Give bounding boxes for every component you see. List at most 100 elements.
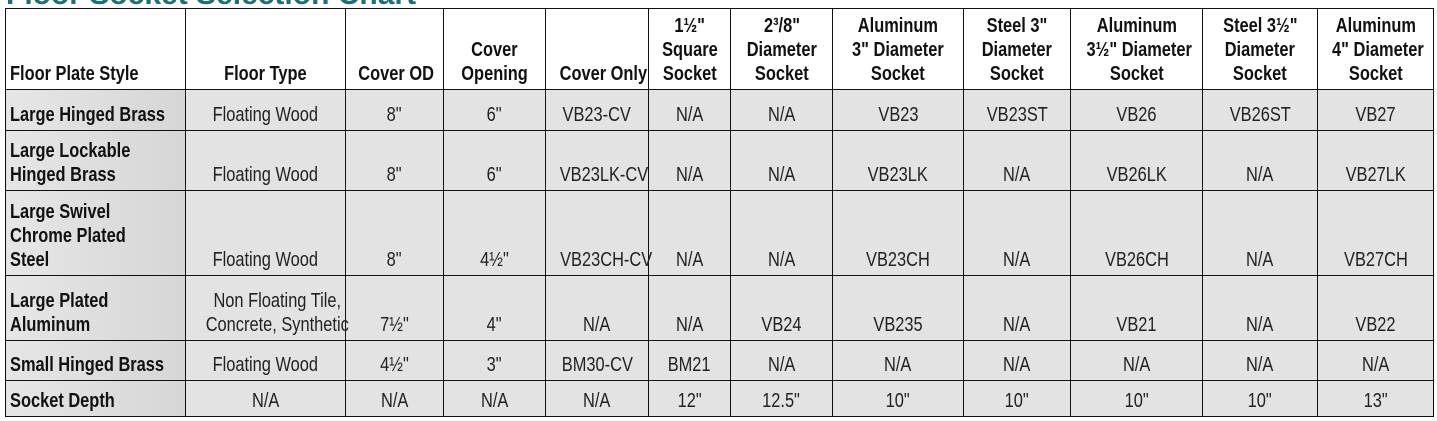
column-header: 2³/8" Diameter Socket xyxy=(730,8,833,90)
table-cell: N/A xyxy=(1202,340,1318,381)
table-cell: N/A xyxy=(963,130,1071,191)
cell-value: N/A xyxy=(1122,354,1151,376)
table-cell: Non Floating Tile, Concrete, Synthetic xyxy=(185,275,349,341)
table-cell: VB24 xyxy=(730,275,833,341)
table-row: Large Hinged Brass Floating Wood 8" 6" VB23-… xyxy=(5,89,1434,131)
cell-value: N/A xyxy=(1246,164,1274,186)
cell-value: Floating Wood xyxy=(212,354,319,376)
cell-value: VB23LK xyxy=(867,164,929,186)
cell-value: Floating Wood xyxy=(212,164,319,186)
cell-value: VB23CH xyxy=(866,249,930,271)
cell-value: N/A xyxy=(675,314,704,336)
row-label-line: Socket Depth xyxy=(10,390,115,412)
cell-value: VB27LK xyxy=(1345,164,1406,186)
column-header: Steel 3½" Diameter Socket xyxy=(1202,8,1318,90)
floor-plate-style-cell: Large Hinged Brass xyxy=(5,89,186,131)
floor-plate-style-cell: Large Plated Aluminum xyxy=(5,275,186,341)
table-cell: VB235 xyxy=(832,275,964,341)
column-header-line: 4" Diameter xyxy=(1332,39,1424,61)
column-header-line: Diameter xyxy=(746,39,817,61)
table-cell: BM30-CV xyxy=(545,340,649,381)
table-cell: 10" xyxy=(1202,380,1318,417)
column-header: 1½" Square Socket xyxy=(648,8,731,90)
column-header-line: Square xyxy=(661,39,718,61)
table-cell: N/A xyxy=(185,380,346,417)
cell-value: Floating Wood xyxy=(212,104,319,126)
column-header-line: Cover xyxy=(471,39,518,61)
cell-value: VB27CH xyxy=(1343,249,1408,271)
table-cell: 4" xyxy=(443,275,546,341)
column-header-line: Socket xyxy=(662,63,717,85)
table-cell: VB26CH xyxy=(1070,190,1203,276)
column-header-line: Aluminum xyxy=(857,15,939,37)
table-cell: BM21 xyxy=(648,340,731,381)
cell-value: N/A xyxy=(884,354,912,376)
table-cell: VB27CH xyxy=(1317,190,1434,276)
table-cell: VB26LK xyxy=(1070,130,1203,191)
cell-value: VB26CH xyxy=(1104,249,1169,271)
table-cell: VB26ST xyxy=(1202,89,1318,131)
cell-value: N/A xyxy=(1361,354,1390,376)
cell-value: 4½" xyxy=(480,249,509,271)
cell-value: VB26LK xyxy=(1106,164,1167,186)
table-cell: N/A xyxy=(648,89,731,131)
cell-value: N/A xyxy=(675,104,704,126)
table-cell: VB23ST xyxy=(963,89,1071,131)
table-row: Small Hinged Brass Floating Wood 4½" 3" BM30… xyxy=(5,340,1434,381)
floor-plate-style-cell: Small Hinged Brass xyxy=(5,340,186,381)
column-header-line: Opening xyxy=(461,63,528,85)
table-cell: Floating Wood xyxy=(185,89,346,131)
table-row: Large Plated Aluminum Non Floating Tile, C… xyxy=(5,275,1434,341)
cell-value: N/A xyxy=(251,390,280,412)
cell-value: 12.5" xyxy=(762,390,801,412)
column-header-line: Cover OD xyxy=(358,63,434,85)
row-label-line: Large Plated xyxy=(10,290,109,312)
table-cell: N/A xyxy=(545,275,649,341)
cell-value: N/A xyxy=(767,249,796,271)
table-cell: 12.5" xyxy=(730,380,833,417)
cell-value: N/A xyxy=(675,249,704,271)
column-header-line: Socket xyxy=(871,63,925,85)
table-cell: VB23LK-CV xyxy=(545,130,649,191)
floor-plate-style-cell: Large Lockable Hinged Brass xyxy=(5,130,186,191)
table-row: Large Lockable Hinged Brass Floating Wood 8… xyxy=(5,130,1434,191)
cell-value: N/A xyxy=(380,390,409,412)
cell-value: 3" xyxy=(487,354,502,376)
row-label-line: Steel xyxy=(10,249,50,271)
column-header: Cover OD xyxy=(345,8,444,90)
column-header-line: Diameter xyxy=(981,39,1053,61)
row-label-line: Hinged Brass xyxy=(10,164,116,186)
table-cell: 12" xyxy=(648,380,731,417)
table-cell: N/A xyxy=(730,340,833,381)
table-cell: VB21 xyxy=(1070,275,1203,341)
cell-value: VB26 xyxy=(1116,104,1157,126)
cell-value: N/A xyxy=(1246,354,1274,376)
chart-title: Floor Socket Selection Chart xyxy=(6,0,416,12)
cell-value: VB21 xyxy=(1116,314,1157,336)
header-row: Floor Plate Style Floor Type Cover OD Cover… xyxy=(5,8,1434,90)
column-header: Aluminum 4" Diameter Socket xyxy=(1317,8,1434,90)
cell-value: VB23ST xyxy=(986,104,1048,126)
table-cell: 6" xyxy=(443,130,546,191)
table-row: Socket Depth N/A N/A N/A N/A 12" 12.5" 10" 10" 10… xyxy=(5,380,1434,417)
floor-plate-style-cell: Large Swivel Chrome Plated Steel xyxy=(5,190,186,276)
table-cell: VB23CH-CV xyxy=(545,190,652,276)
table-cell: N/A xyxy=(1070,340,1203,381)
table-cell: N/A xyxy=(730,89,833,131)
cell-value: 10" xyxy=(1124,390,1149,412)
table-cell: N/A xyxy=(730,190,833,276)
table-cell: N/A xyxy=(443,380,546,417)
table-cell: Floating Wood xyxy=(185,130,346,191)
table-cell: N/A xyxy=(1202,190,1318,276)
cell-value: 4½" xyxy=(380,354,409,376)
table-cell: 8" xyxy=(345,190,444,276)
row-label-line: Large Swivel xyxy=(10,201,111,223)
column-header-line: Socket xyxy=(990,63,1044,85)
column-header-line: Steel 3½" xyxy=(1222,15,1298,37)
column-header-line: Aluminum xyxy=(1096,15,1177,37)
cell-value: VB22 xyxy=(1355,314,1396,336)
cell-value: 4" xyxy=(487,314,502,336)
table-cell: 10" xyxy=(1070,380,1203,417)
row-label-line: Aluminum xyxy=(10,314,91,336)
column-header-line: Socket xyxy=(754,63,809,85)
